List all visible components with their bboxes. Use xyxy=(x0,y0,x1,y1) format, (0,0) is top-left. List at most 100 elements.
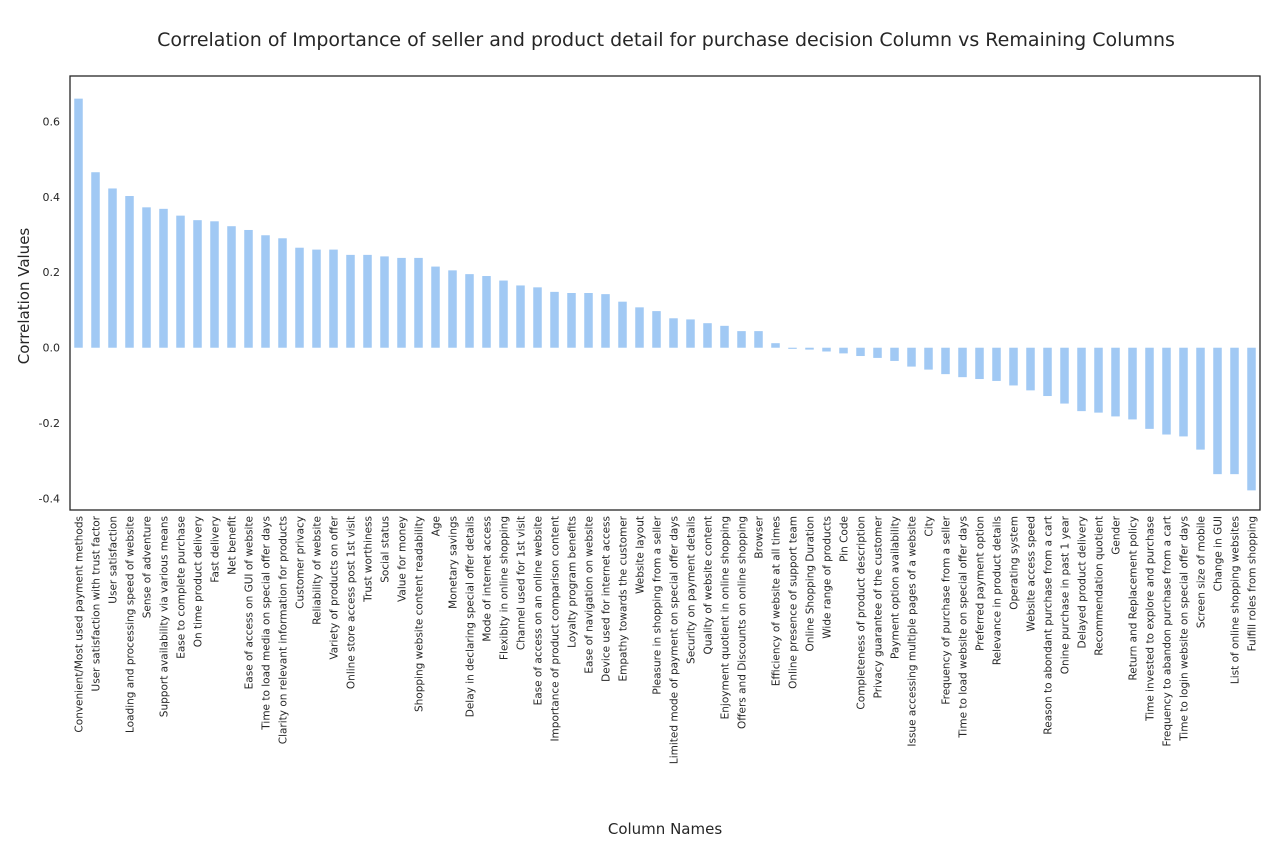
bar xyxy=(1060,347,1069,404)
bar xyxy=(958,347,967,378)
bar xyxy=(907,347,916,367)
bar xyxy=(346,254,355,348)
x-tick-label: List of online shopping websites xyxy=(1230,516,1242,684)
bar xyxy=(108,188,117,348)
bar xyxy=(261,235,270,348)
x-tick-label: Quality of website content xyxy=(703,516,715,655)
x-tick-label: Time to load website on special offer da… xyxy=(958,516,970,739)
bar xyxy=(669,318,678,348)
bar xyxy=(805,347,814,350)
y-tick-label: 0.4 xyxy=(43,191,61,204)
x-tick-label: Offers and Discounts on online shopping xyxy=(737,516,749,729)
x-tick-label: Online Shopping Duration xyxy=(805,516,817,651)
bar xyxy=(312,249,321,348)
x-tick-label: Security on payment details xyxy=(686,516,698,664)
bar xyxy=(788,347,797,349)
x-tick-label: Delayed product delivery xyxy=(1077,516,1089,648)
x-tick-label: Flexibity in online shopping xyxy=(499,516,511,660)
bar xyxy=(465,274,474,348)
y-tick-label: -0.4 xyxy=(39,493,60,506)
bar xyxy=(856,347,865,357)
bar xyxy=(1230,347,1239,475)
bar xyxy=(125,196,134,348)
x-tick-label: Ease of access on GUI of website xyxy=(244,516,256,689)
bar xyxy=(533,287,542,348)
bar xyxy=(601,294,610,348)
bar xyxy=(380,256,389,348)
x-tick-label: Ease of navigation on website xyxy=(584,516,596,674)
y-tick-label: 0.2 xyxy=(43,266,61,279)
y-tick-label: -0.2 xyxy=(39,417,60,430)
bar xyxy=(363,254,372,348)
x-axis-ticks: Convenient/Most used payment methods User… xyxy=(74,515,1259,764)
x-tick-label: Device used for internet access xyxy=(601,516,613,682)
x-tick-label: Importance of product comparison content xyxy=(550,516,562,742)
x-tick-label: Limited mode of payment on special offer… xyxy=(669,516,681,764)
x-tick-label: Enjoyment quotient in online shopping xyxy=(720,516,732,719)
x-tick-label: Pin Code xyxy=(839,516,851,562)
x-tick-label: Customer privacy xyxy=(295,516,307,609)
x-tick-label: Reliability of website xyxy=(312,516,324,625)
x-tick-label: Time invested to explore and purchase xyxy=(1145,516,1157,722)
bar xyxy=(652,311,661,348)
x-tick-label: Reason to abondant purchase from a cart xyxy=(1043,516,1055,735)
bar xyxy=(737,331,746,348)
bar xyxy=(924,347,933,370)
bar xyxy=(1077,347,1086,412)
x-tick-label: Loading and processing speed of website xyxy=(125,516,137,733)
x-tick-label: Completeness of product description xyxy=(856,516,868,710)
y-axis-ticks: -0.4 -0.2 0.0 0.2 0.4 0.6 xyxy=(39,115,60,505)
bar xyxy=(1094,347,1103,413)
x-tick-label: User satisfaction with trust factor xyxy=(91,515,103,691)
bar xyxy=(1247,347,1256,491)
bar xyxy=(176,215,185,348)
x-tick-label: User satisfaction xyxy=(108,516,120,604)
x-tick-label: Empathy towards the customer xyxy=(618,515,630,681)
x-tick-label: Operating system xyxy=(1009,516,1021,610)
x-tick-label: Screen size of mobile xyxy=(1196,516,1208,628)
x-tick-label: Payment option availability xyxy=(890,516,902,659)
bar xyxy=(771,343,780,348)
x-tick-label: Website layout xyxy=(635,516,647,594)
bar xyxy=(295,247,304,348)
x-tick-label: Recommendation quotient xyxy=(1094,516,1106,656)
x-tick-label: Support availability via various means xyxy=(159,516,171,717)
bar xyxy=(1009,347,1018,386)
bar xyxy=(431,266,440,348)
x-tick-label: Value for money xyxy=(397,516,409,602)
x-tick-label: Wide range of products xyxy=(822,516,834,639)
bar xyxy=(890,347,899,361)
bar xyxy=(91,172,100,348)
x-tick-label: Clarity on relevant information for prod… xyxy=(278,516,290,744)
x-tick-label: Variety of products on offer xyxy=(329,515,341,659)
bar xyxy=(244,229,253,348)
x-tick-label: Gender xyxy=(1111,515,1123,554)
bar xyxy=(992,347,1001,381)
bar xyxy=(1128,347,1137,420)
x-tick-label: Sense of adventure xyxy=(142,516,154,618)
x-tick-label: Change in GUI xyxy=(1213,516,1225,591)
x-tick-label: Convenient/Most used payment methods xyxy=(74,516,86,733)
bar xyxy=(159,208,168,348)
x-tick-label: Trust worthiness xyxy=(363,516,375,603)
bar xyxy=(329,249,338,348)
x-tick-label: Efficiency of website at all times xyxy=(771,516,783,686)
x-tick-label: Delay in declaring special offer details xyxy=(465,516,477,717)
plot-frame xyxy=(69,75,1261,511)
bar xyxy=(1213,347,1222,475)
x-tick-label: Relevance in product details xyxy=(992,516,1004,665)
bar xyxy=(839,347,848,354)
bar xyxy=(227,226,236,348)
bar xyxy=(448,270,457,348)
x-tick-label: Issue accessing multiple pages of a webs… xyxy=(907,516,919,747)
x-tick-label: Time to load media on special offer days xyxy=(261,516,273,731)
bar xyxy=(1196,347,1205,450)
x-tick-label: Age xyxy=(431,516,443,536)
bar xyxy=(1179,347,1188,437)
x-tick-label: Loyalty program benefits xyxy=(567,516,579,648)
bar xyxy=(482,276,491,348)
x-tick-label: Online store access post 1st visit xyxy=(346,516,358,689)
x-tick-label: Shopping website content readability xyxy=(414,516,426,712)
